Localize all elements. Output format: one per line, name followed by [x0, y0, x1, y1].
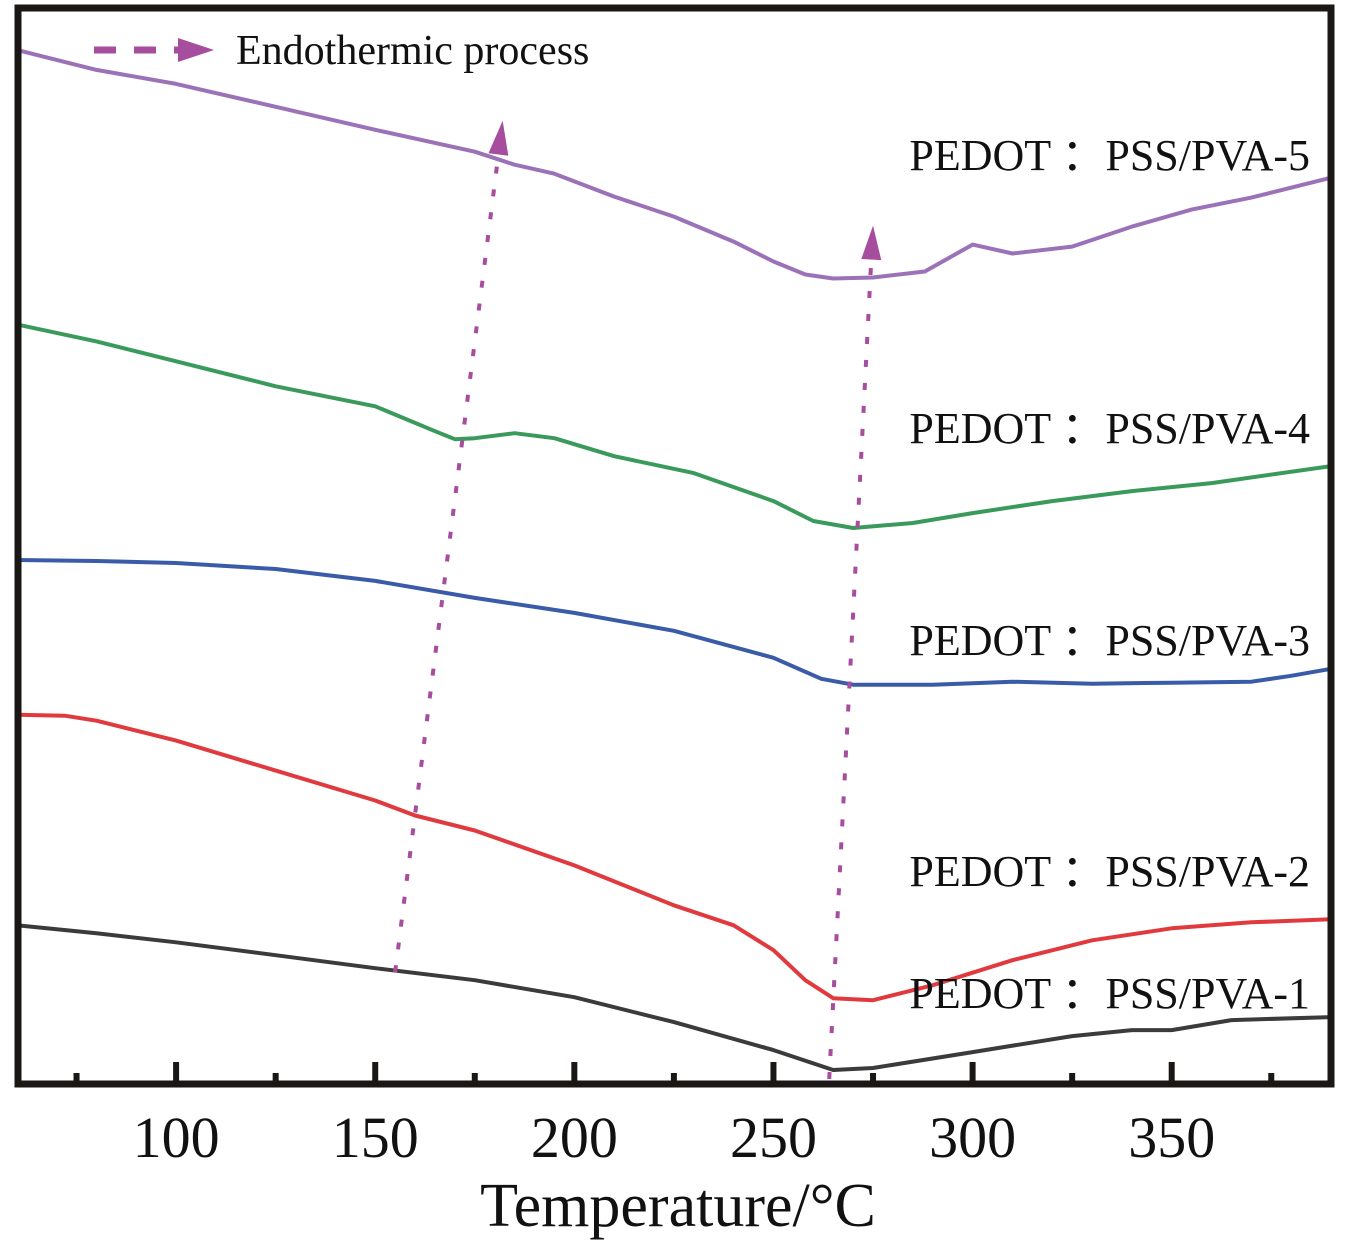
x-tick-label: 200	[531, 1105, 618, 1170]
series-line-pva-1	[14, 923, 1333, 1072]
series-line-pva-4	[14, 322, 1333, 530]
legend: Endothermic process	[94, 28, 589, 74]
x-tick-label: 100	[133, 1105, 220, 1170]
x-tick-label: 350	[1128, 1105, 1215, 1170]
legend-label: Endothermic process	[236, 28, 589, 74]
series-layer	[14, 47, 1333, 1072]
series-line-pva-3	[14, 558, 1333, 687]
x-tick-label: 150	[332, 1105, 419, 1170]
series-label-pva-5: PEDOT ：PSS/PVA-5	[909, 131, 1310, 180]
arrowhead-icon	[861, 225, 882, 261]
x-axis-ticks	[73, 1062, 1275, 1084]
legend-arrowhead-icon	[178, 38, 214, 62]
x-axis-tick-labels: 100 150 200 250 300 350	[133, 1105, 1216, 1170]
series-label-pva-3: PEDOT ：PSS/PVA-3	[909, 616, 1310, 665]
series-label-pva-4: PEDOT ：PSS/PVA-4	[909, 404, 1310, 453]
series-label-pva-1: PEDOT ：PSS/PVA-1	[909, 969, 1310, 1018]
annotation-layer	[393, 120, 882, 1080]
series-line-pva-5	[14, 47, 1333, 281]
series-line-pva-2	[14, 712, 1333, 1003]
x-axis-title: Temperature/°C	[480, 1172, 876, 1240]
x-tick-label: 250	[730, 1105, 817, 1170]
arrowhead-icon	[488, 120, 509, 156]
series-label-pva-2: PEDOT ：PSS/PVA-2	[909, 847, 1310, 896]
x-tick-label: 300	[929, 1105, 1016, 1170]
series-label-layer: PEDOT ：PSS/PVA-5 PEDOT ：PSS/PVA-4 PEDOT ：P…	[909, 131, 1310, 1018]
